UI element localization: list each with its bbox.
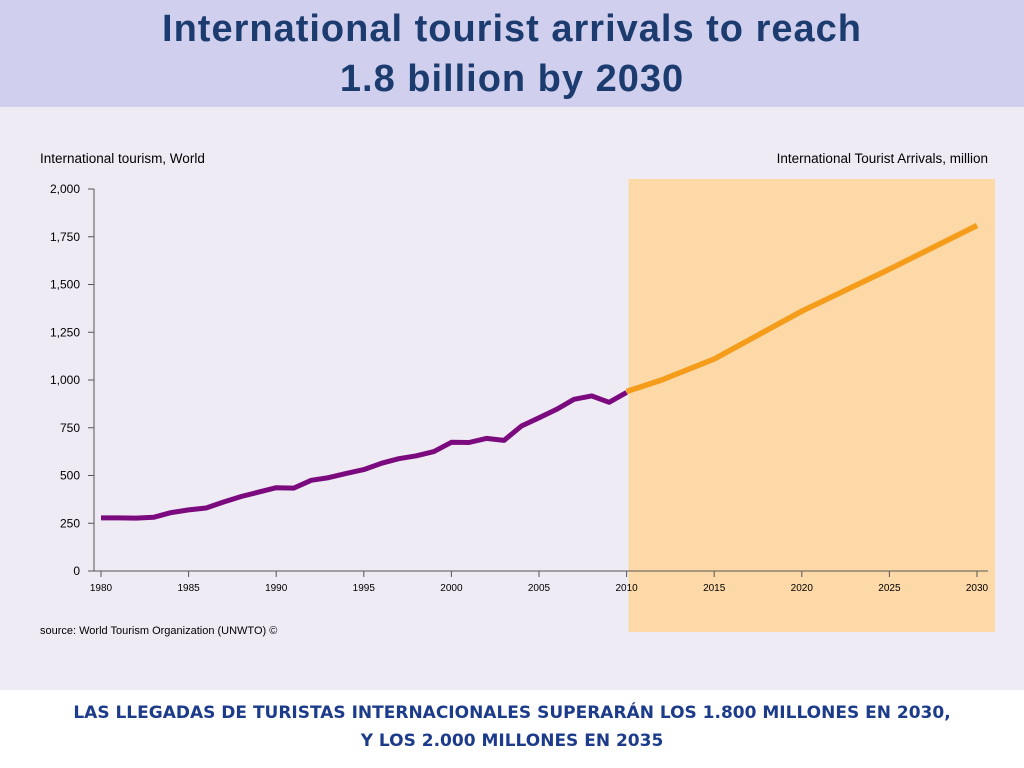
y-tick-label: 2,000: [50, 182, 80, 196]
title-band: International tourist arrivals to reach …: [0, 0, 1024, 107]
chart-subtitle: International Tourist Arrivals, million: [777, 151, 988, 166]
y-axis-ticks: 0 250 500 750 1,000 1,250 1,500 1,750 2,000: [50, 182, 94, 578]
x-tick-label: 1990: [265, 583, 288, 594]
y-tick-label: 0: [73, 564, 80, 578]
x-tick-label: 2015: [703, 583, 726, 594]
caption-line2: Y LOS 2.000 MILLONES EN 2035: [360, 731, 664, 751]
x-tick-label: 2025: [878, 583, 901, 594]
x-tick-label: 1980: [90, 583, 113, 594]
y-tick-label: 1,250: [50, 325, 80, 339]
series-layer: [101, 223, 979, 521]
x-tick-label: 2010: [615, 583, 638, 594]
x-tick-label: 2000: [440, 583, 463, 594]
slide-title-line1: International tourist arrivals to reach: [162, 8, 862, 50]
forecast-series-line: [625, 223, 979, 395]
y-tick-label: 1,000: [50, 373, 80, 387]
y-tick-label: 500: [60, 469, 80, 483]
chart-area: International tourism, World Internation…: [0, 107, 1024, 690]
chart-source: source: World Tourism Organization (UNWT…: [40, 625, 277, 637]
y-tick-label: 250: [60, 516, 80, 530]
forecast-shaded-region: [628, 179, 995, 632]
x-tick-label: 1995: [353, 583, 376, 594]
caption-line1: LAS LLEGADAS DE TURISTAS INTERNACIONALES…: [73, 703, 951, 723]
x-tick-label: 2030: [966, 583, 989, 594]
y-tick-label: 1,500: [50, 278, 80, 292]
y-tick-label: 1,750: [50, 230, 80, 244]
tourism-line-chart: International tourism, World Internation…: [40, 151, 995, 637]
x-axis-ticks: 1980 1985 1990 1995 2000 2005 2010 2015 2020 2025…: [90, 571, 989, 594]
x-tick-label: 2005: [528, 583, 551, 594]
x-tick-label: 1985: [177, 583, 200, 594]
chart-title: International tourism, World: [40, 151, 205, 166]
slide-title-line2: 1.8 billion by 2030: [339, 58, 685, 100]
actual-series-line: [101, 390, 628, 521]
caption-band: LAS LLEGADAS DE TURISTAS INTERNACIONALES…: [0, 690, 1024, 768]
y-tick-label: 750: [60, 421, 80, 435]
x-tick-label: 2020: [791, 583, 814, 594]
